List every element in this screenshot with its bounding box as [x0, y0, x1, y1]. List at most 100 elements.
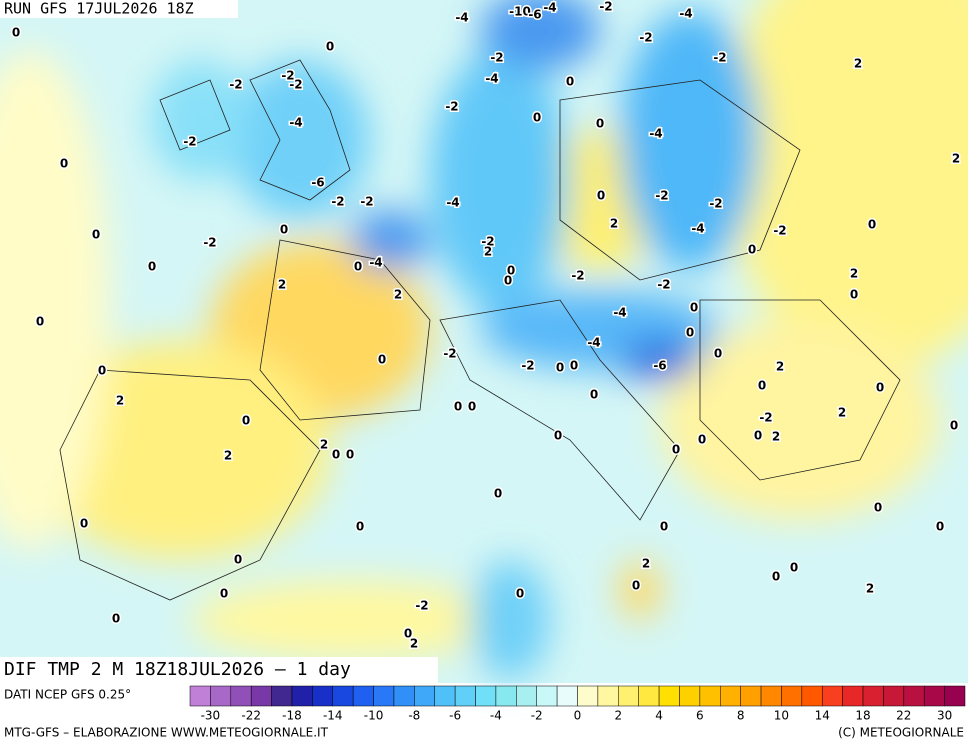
- colorbar-swatch: [230, 685, 252, 707]
- contour-label: 0: [754, 429, 762, 443]
- contour-label: 0: [36, 315, 44, 329]
- contour-label: -4: [369, 256, 382, 270]
- contour-label: -2: [759, 411, 772, 425]
- contour-label: 0: [790, 561, 798, 575]
- contour-label: 0: [533, 111, 541, 125]
- colorbar-label: -8: [408, 709, 420, 723]
- contour-label: 2: [116, 394, 124, 408]
- colorbar-label: -2: [531, 709, 543, 723]
- contour-label: 0: [494, 487, 502, 501]
- colorbar-swatch: [210, 685, 232, 707]
- colorbar-swatch: [618, 685, 639, 707]
- contour-label: -2: [360, 195, 373, 209]
- contour-label: -2: [229, 78, 242, 92]
- contour-label: -4: [543, 1, 556, 15]
- colorbar-swatch: [250, 685, 272, 707]
- colorbar-swatch: [434, 685, 456, 707]
- contour-label: 0: [92, 228, 100, 242]
- contour-label: -2: [713, 51, 726, 65]
- colorbar-label: 10: [774, 709, 789, 723]
- contour-label: 0: [698, 433, 706, 447]
- colorbar-swatch: [556, 685, 578, 707]
- data-source: DATI NCEP GFS 0.25°: [4, 688, 131, 702]
- contour-label: -2: [415, 599, 428, 613]
- colorbar-swatch: [903, 685, 925, 707]
- contour-label: -2: [599, 0, 612, 14]
- colorbar-swatch: [597, 685, 619, 707]
- contour-label: 0: [686, 326, 694, 340]
- run-label: RUN GFS 17JUL2026 18Z: [4, 0, 194, 18]
- colorbar-swatch: [801, 685, 823, 707]
- contour-label: 0: [80, 517, 88, 531]
- colorbar-swatch: [454, 685, 476, 707]
- colorbar-swatch: [352, 685, 374, 707]
- colorbar-label: 30: [937, 709, 952, 723]
- contour-label: -2: [289, 78, 302, 92]
- contour-label: 0: [12, 26, 20, 40]
- contour-label: 0: [632, 579, 640, 593]
- contour-label: 2: [838, 406, 846, 420]
- contour-label: 0: [936, 520, 944, 534]
- contour-label: 0: [504, 274, 512, 288]
- colorbar-label: 0: [574, 709, 582, 723]
- contour-label: 2: [952, 152, 960, 166]
- contour-label: 0: [112, 612, 120, 626]
- map-title: DIF TMP 2 M 18Z18JUL2026 – 1 day: [4, 659, 351, 680]
- colorbar-label: -18: [282, 709, 302, 723]
- contour-label: -2: [709, 197, 722, 211]
- contour-label: 0: [874, 501, 882, 515]
- contour-label: 0: [554, 429, 562, 443]
- contour-label: 0: [60, 157, 68, 171]
- contour-label: -2: [655, 189, 668, 203]
- contour-label: -4: [587, 336, 600, 350]
- colorbar-label: -30: [201, 709, 221, 723]
- credit: MTG-GFS – ELABORAZIONE WWW.METEOGIORNALE…: [4, 726, 329, 740]
- contour-label: 2: [610, 217, 618, 231]
- colorbar-swatch: [699, 685, 721, 707]
- contour-label: -6: [653, 359, 666, 373]
- contour-label: 0: [454, 400, 462, 414]
- contour-label: 0: [660, 520, 668, 534]
- colorbar-label: 18: [855, 709, 870, 723]
- contour-label: 2: [410, 637, 418, 651]
- contour-label: -2: [481, 235, 494, 249]
- colorbar-swatch: [393, 685, 415, 707]
- contour-label: 0: [950, 419, 958, 433]
- contour-label: 0: [220, 587, 228, 601]
- colorbar-label: -6: [449, 709, 461, 723]
- contour-label: 0: [404, 627, 412, 641]
- colorbar-swatch: [536, 685, 558, 707]
- colorbar-label: 8: [737, 709, 745, 723]
- contour-label: 0: [332, 448, 340, 462]
- colorbar-swatch: [862, 685, 884, 707]
- colorbar-swatch: [781, 685, 803, 707]
- contour-label: 0: [714, 347, 722, 361]
- contour-label: 2: [866, 582, 874, 596]
- contour-label: 0: [556, 361, 564, 375]
- contour-label: -6: [528, 8, 541, 22]
- contour-label: 2: [772, 430, 780, 444]
- contour-label: 0: [354, 260, 362, 274]
- contour-label: 2: [278, 278, 286, 292]
- contour-label: -4: [289, 116, 302, 130]
- contour-label: -2: [445, 100, 458, 114]
- contour-label: 2: [320, 438, 328, 452]
- contour-label: 0: [597, 189, 605, 203]
- contour-label: 0: [590, 388, 598, 402]
- contour-label: -10: [509, 5, 531, 19]
- contour-label: 0: [758, 379, 766, 393]
- contour-label: 0: [566, 75, 574, 89]
- contour-label: 0: [346, 448, 354, 462]
- contour-label: 0: [748, 243, 756, 257]
- contour-label: -4: [679, 7, 692, 21]
- contour-label: 0: [378, 353, 386, 367]
- colorbar-label: -10: [364, 709, 384, 723]
- contour-label: 0: [596, 117, 604, 131]
- colorbar-swatch: [516, 685, 537, 707]
- contour-label: -2: [639, 31, 652, 45]
- contour-label: 0: [148, 260, 156, 274]
- contour-label: -2: [521, 359, 534, 373]
- colorbar-swatch: [312, 685, 334, 707]
- colorbar-label: -14: [323, 709, 343, 723]
